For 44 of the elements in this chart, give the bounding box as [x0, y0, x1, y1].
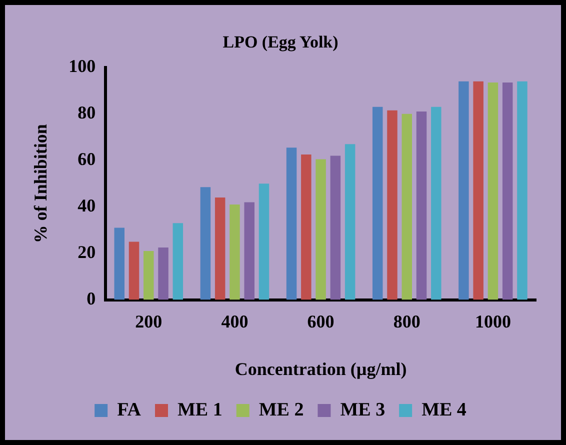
bar: [258, 184, 270, 300]
legend-label: ME 1: [177, 399, 222, 420]
legend-label: FA: [117, 399, 142, 420]
bar: [488, 82, 498, 300]
bar: [330, 156, 341, 300]
bar: [502, 82, 513, 300]
y-tick-label: 60: [78, 149, 96, 170]
legend-label: ME 3: [340, 399, 386, 420]
y-axis-title: % of Inhibition: [30, 124, 50, 244]
bar: [172, 223, 184, 300]
legend-label: ME 2: [258, 399, 304, 420]
bar: [416, 112, 427, 300]
y-tick-label: 40: [78, 195, 96, 216]
bar: [431, 106, 442, 300]
y-tick-label: 100: [68, 56, 96, 76]
bar: [114, 228, 124, 300]
bar: [344, 144, 356, 300]
bar: [200, 187, 211, 300]
bar: [244, 202, 254, 300]
bar: [316, 159, 326, 300]
bar: [128, 242, 140, 300]
bar: [158, 248, 168, 300]
x-tick-label: 800: [393, 311, 420, 332]
x-tick-label: 600: [307, 311, 334, 332]
y-tick-label: 20: [78, 242, 96, 262]
bar: [473, 81, 484, 300]
bar: [301, 154, 312, 300]
bar: [286, 148, 297, 300]
x-tick-label: 200: [135, 311, 162, 332]
x-tick-label: 1000: [474, 311, 511, 332]
bar: [517, 81, 528, 300]
y-tick-label: 0: [86, 288, 96, 308]
bar: [230, 204, 240, 300]
bar: [214, 198, 226, 300]
y-tick-label: 80: [78, 102, 96, 123]
x-tick-label: 400: [221, 311, 248, 332]
bar: [387, 110, 398, 300]
bar: [372, 106, 383, 300]
bar: [402, 114, 412, 300]
legend-label: ME 4: [422, 399, 467, 420]
bar: [144, 250, 154, 300]
chart-title: LPO (Egg Yolk): [222, 32, 338, 52]
bar: [458, 81, 469, 300]
x-axis-title: Concentration (µg/ml): [234, 358, 407, 379]
